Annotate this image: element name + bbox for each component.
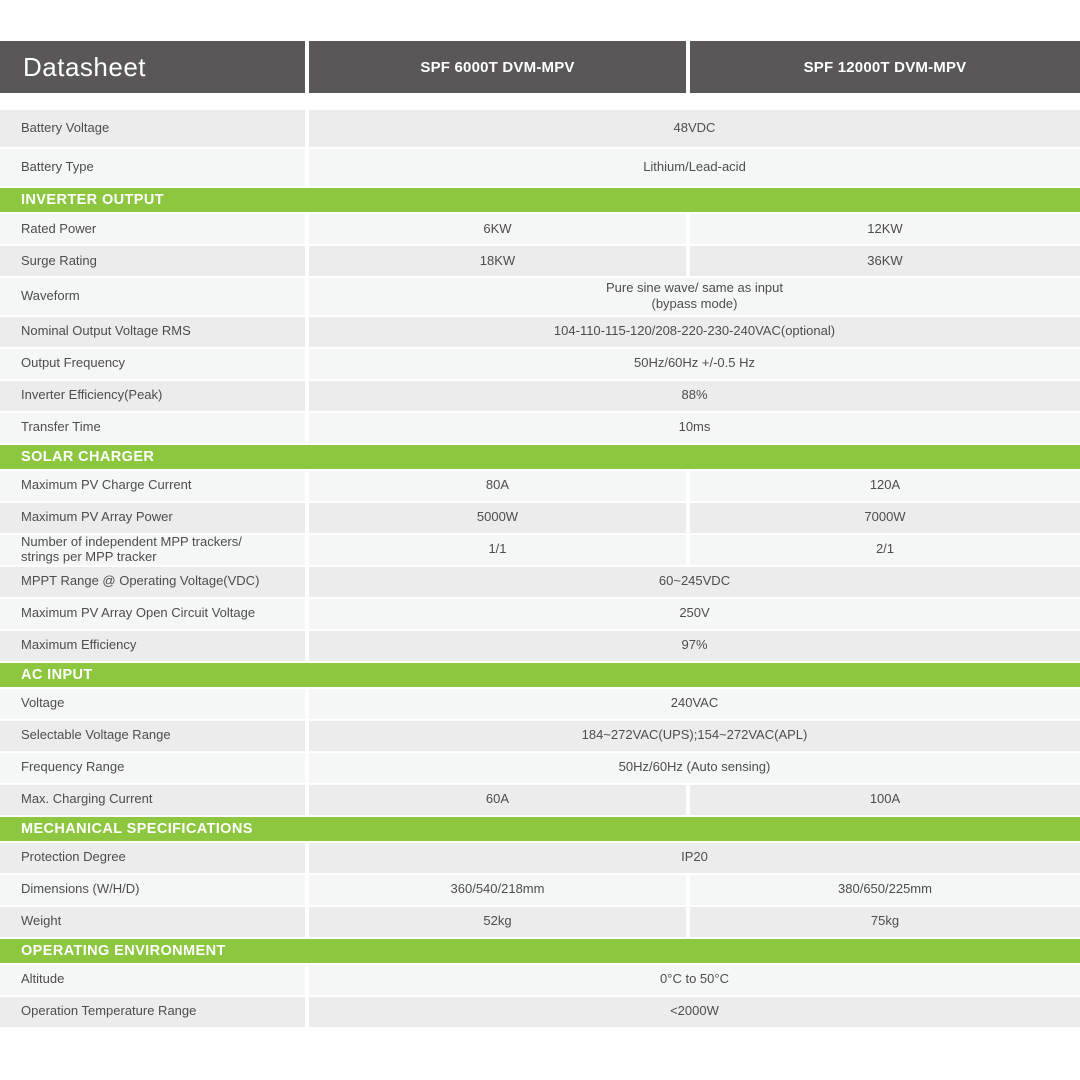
section-header-label: INVERTER OUTPUT (21, 192, 164, 208)
row-value-model2: 7000W (690, 502, 1080, 533)
row-label: Selectable Voltage Range (0, 720, 305, 751)
row-value: 60~245VDC (309, 566, 1080, 597)
spec-row: Battery Voltage 48VDC (0, 110, 1080, 147)
spec-row: Selectable Voltage Range 184~272VAC(UPS);… (0, 720, 1080, 751)
datasheet-page: Datasheet SPF 6000T DVM-MPV SPF 12000T D… (0, 41, 1080, 1027)
row-value: Lithium/Lead-acid (309, 149, 1080, 186)
column-header-spf-12000t: SPF 12000T DVM-MPV (690, 41, 1080, 93)
row-label: Output Frequency (0, 348, 305, 379)
row-value: <2000W (309, 996, 1080, 1027)
row-value-model1: 1/1 (309, 534, 686, 565)
row-value: 184~272VAC(UPS);154~272VAC(APL) (309, 720, 1080, 751)
section-header-label: AC INPUT (21, 666, 93, 683)
row-label: Rated Power (0, 214, 305, 244)
row-label: Number of independent MPP trackers/ stri… (0, 534, 305, 565)
section-header: OPERATING ENVIRONMENT (0, 938, 1080, 963)
row-value-model1: 360/540/218mm (309, 874, 686, 905)
spec-row: Maximum PV Array Power 5000W 7000W (0, 502, 1080, 533)
row-value-model2: 2/1 (690, 534, 1080, 565)
row-value-model2: 120A (690, 470, 1080, 501)
spec-row: MPPT Range @ Operating Voltage(VDC) 60~24… (0, 566, 1080, 597)
row-label: Battery Type (0, 149, 305, 186)
row-value: 50Hz/60Hz (Auto sensing) (309, 752, 1080, 783)
row-label: Max. Charging Current (0, 784, 305, 815)
spec-row: Voltage 240VAC (0, 688, 1080, 719)
section-header: MECHANICAL SPECIFICATIONS (0, 816, 1080, 841)
row-label: Maximum PV Array Power (0, 502, 305, 533)
row-value-model2: 380/650/225mm (690, 874, 1080, 905)
row-label: Frequency Range (0, 752, 305, 783)
row-label: MPPT Range @ Operating Voltage(VDC) (0, 566, 305, 597)
spec-row: Output Frequency 50Hz/60Hz +/-0.5 Hz (0, 348, 1080, 379)
spec-row: Weight 52kg 75kg (0, 906, 1080, 937)
row-label: Waveform (0, 278, 305, 315)
spec-row: Protection Degree IP20 (0, 842, 1080, 873)
spec-row: Transfer Time 10ms (0, 412, 1080, 443)
section-header-label: SOLAR CHARGER (21, 448, 155, 465)
row-label: Maximum Efficiency (0, 630, 305, 661)
row-label: Dimensions (W/H/D) (0, 874, 305, 905)
row-value: 250V (309, 598, 1080, 629)
spec-row: Waveform Pure sine wave/ same as input (b… (0, 278, 1080, 315)
row-label: Weight (0, 906, 305, 937)
row-label: Protection Degree (0, 842, 305, 873)
row-value-model1: 52kg (309, 906, 686, 937)
row-label: Maximum PV Charge Current (0, 470, 305, 501)
row-value-model2: 12KW (690, 214, 1080, 244)
row-value: 50Hz/60Hz +/-0.5 Hz (309, 348, 1080, 379)
column-header-spf-6000t: SPF 6000T DVM-MPV (309, 41, 686, 93)
spec-row: Max. Charging Current 60A 100A (0, 784, 1080, 815)
row-value-model2: 100A (690, 784, 1080, 815)
row-value-model1: 5000W (309, 502, 686, 533)
row-label: Nominal Output Voltage RMS (0, 316, 305, 347)
row-value-model2: 36KW (690, 246, 1080, 276)
row-label: Maximum PV Array Open Circuit Voltage (0, 598, 305, 629)
spec-row: Maximum PV Charge Current 80A 120A (0, 470, 1080, 501)
spec-row: Nominal Output Voltage RMS 104-110-115-12… (0, 316, 1080, 347)
row-value-model1: 60A (309, 784, 686, 815)
row-label: Voltage (0, 688, 305, 719)
row-label: Transfer Time (0, 412, 305, 443)
row-value: 10ms (309, 412, 1080, 443)
datasheet-header: Datasheet SPF 6000T DVM-MPV SPF 12000T D… (0, 41, 1080, 93)
spec-row: Surge Rating 18KW 36KW (0, 246, 1080, 276)
spec-row: Maximum Efficiency 97% (0, 630, 1080, 661)
row-value: 48VDC (309, 110, 1080, 147)
row-label: Surge Rating (0, 246, 305, 276)
row-value: 88% (309, 380, 1080, 411)
spec-row: Battery Type Lithium/Lead-acid (0, 149, 1080, 186)
spec-row: Altitude 0°C to 50°C (0, 964, 1080, 995)
spec-row: Dimensions (W/H/D) 360/540/218mm 380/650/2… (0, 874, 1080, 905)
section-header: SOLAR CHARGER (0, 444, 1080, 469)
row-value: 240VAC (309, 688, 1080, 719)
row-value: Pure sine wave/ same as input (bypass mo… (309, 278, 1080, 315)
spec-row: Inverter Efficiency(Peak) 88% (0, 380, 1080, 411)
row-label: Altitude (0, 964, 305, 995)
row-value-model1: 80A (309, 470, 686, 501)
row-value: 104-110-115-120/208-220-230-240VAC(optio… (309, 316, 1080, 347)
spec-row: Maximum PV Array Open Circuit Voltage 250… (0, 598, 1080, 629)
row-value: 0°C to 50°C (309, 964, 1080, 995)
row-label: Inverter Efficiency(Peak) (0, 380, 305, 411)
row-value-model2: 75kg (690, 906, 1080, 937)
section-header: INVERTER OUTPUT (0, 188, 1080, 212)
page-title: Datasheet (0, 41, 305, 93)
spec-row: Number of independent MPP trackers/ stri… (0, 534, 1080, 565)
section-header-label: OPERATING ENVIRONMENT (21, 942, 226, 959)
spec-row: Rated Power 6KW 12KW (0, 214, 1080, 244)
spec-table: Battery Voltage 48VDC Battery Type Lithium/… (0, 110, 1080, 1027)
section-header: AC INPUT (0, 662, 1080, 687)
row-label: Battery Voltage (0, 110, 305, 147)
spec-row: Operation Temperature Range <2000W (0, 996, 1080, 1027)
section-header-label: MECHANICAL SPECIFICATIONS (21, 820, 253, 837)
spec-row: Frequency Range 50Hz/60Hz (Auto sensing) (0, 752, 1080, 783)
row-label: Operation Temperature Range (0, 996, 305, 1027)
row-value-model1: 18KW (309, 246, 686, 276)
row-value: 97% (309, 630, 1080, 661)
row-value: IP20 (309, 842, 1080, 873)
row-value-model1: 6KW (309, 214, 686, 244)
